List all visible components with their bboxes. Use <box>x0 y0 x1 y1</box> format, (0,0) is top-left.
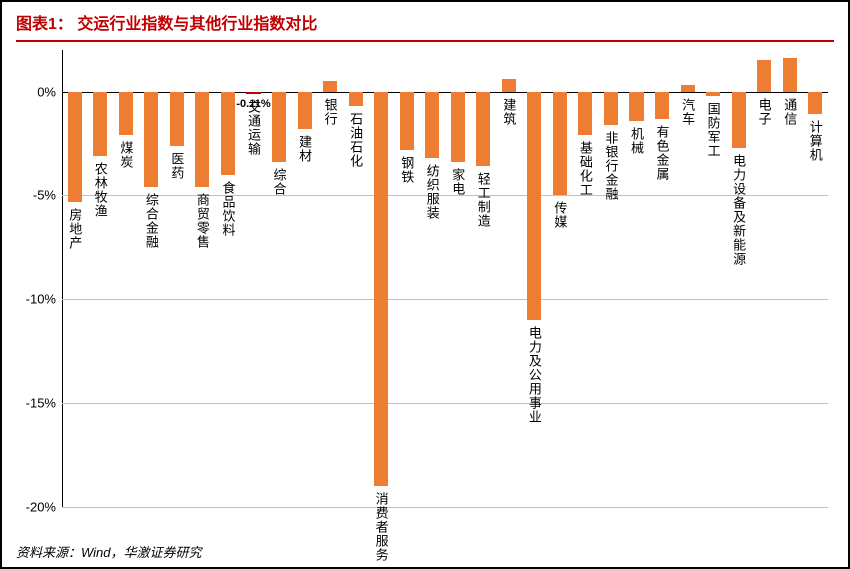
xtick-label: 电力设备及新能源 <box>729 154 748 266</box>
bar <box>681 85 695 91</box>
xtick-label: 电力及公用事业 <box>525 326 544 424</box>
bar <box>119 92 133 136</box>
ytick-label: 0% <box>37 84 62 99</box>
xtick-label: 医药 <box>167 152 186 180</box>
y-axis <box>62 50 63 507</box>
grid-line <box>62 403 828 404</box>
plot-area: 0%-5%-10%-15%-20%房地产农林牧渔煤炭综合金融医药商贸零售食品饮料… <box>62 50 828 507</box>
ytick-label: -10% <box>26 292 62 307</box>
xtick-label: 商贸零售 <box>193 193 212 249</box>
source-text: 资料来源：Wind，华激证券研究 <box>16 542 202 561</box>
title-underline <box>16 40 834 42</box>
bar <box>298 92 312 129</box>
xtick-label: 综合金融 <box>142 193 161 249</box>
ytick-label: -5% <box>33 188 62 203</box>
bar <box>527 92 541 321</box>
bar <box>451 92 465 163</box>
xtick-label: 建筑 <box>499 98 518 126</box>
bar <box>476 92 490 167</box>
xtick-label: 银行 <box>321 98 340 126</box>
xtick-label: 消费者服务 <box>372 492 391 562</box>
bar <box>195 92 209 188</box>
bar <box>578 92 592 136</box>
xtick-label: 交通运输 <box>244 100 263 156</box>
xtick-label: 石油石化 <box>346 112 365 168</box>
bar <box>144 92 158 188</box>
bar <box>170 92 184 146</box>
bar <box>553 92 567 196</box>
xtick-label: 通信 <box>780 98 799 126</box>
xtick-label: 农林牧渔 <box>91 162 110 218</box>
bar <box>400 92 414 150</box>
ytick-label: -15% <box>26 396 62 411</box>
ytick-label: -20% <box>26 500 62 515</box>
bar <box>783 58 797 91</box>
xtick-label: 综合 <box>270 168 289 196</box>
bar <box>68 92 82 202</box>
bar <box>604 92 618 125</box>
bar <box>808 92 822 115</box>
bar <box>323 81 337 91</box>
xtick-label: 非银行金融 <box>601 131 620 201</box>
chart-container: 图表1： 交运行业指数与其他行业指数对比 0% -5% -10% -15% -20% 房地… <box>0 0 850 569</box>
xtick-label: 煤炭 <box>116 141 135 169</box>
bar <box>732 92 746 148</box>
chart-title: 图表1： 交运行业指数与其他行业指数对比 <box>2 2 848 38</box>
xtick-label: 食品饮料 <box>218 181 237 237</box>
xtick-label: 建材 <box>295 135 314 163</box>
xtick-label: 纺织服装 <box>423 164 442 220</box>
xtick-label: 基础化工 <box>576 141 595 197</box>
bar <box>374 92 388 487</box>
xtick-label: 轻工制造 <box>474 172 493 228</box>
xtick-label: 计算机 <box>806 120 825 162</box>
xtick-label: 汽车 <box>678 98 697 126</box>
bar <box>629 92 643 121</box>
bar <box>272 92 286 163</box>
bar-highlight <box>246 92 260 94</box>
xtick-label: 房地产 <box>65 208 84 250</box>
bar <box>706 92 720 96</box>
xtick-label: 家电 <box>448 168 467 196</box>
bar <box>757 60 771 91</box>
bar <box>93 92 107 156</box>
xtick-label: 钢铁 <box>397 156 416 184</box>
xtick-label: 机械 <box>627 127 646 155</box>
bar <box>425 92 439 158</box>
xtick-label: 国防军工 <box>704 102 723 158</box>
title-text: 交运行业指数与其他行业指数对比 <box>77 16 317 33</box>
grid-line <box>62 507 828 508</box>
grid-line <box>62 299 828 300</box>
bar <box>349 92 363 107</box>
title-prefix: 图表1： <box>16 16 73 33</box>
xtick-label: 传媒 <box>550 201 569 229</box>
xtick-label: 有色金属 <box>653 125 672 181</box>
bar <box>502 79 516 91</box>
xtick-label: 电子 <box>755 98 774 126</box>
grid-line <box>62 195 828 196</box>
bar <box>221 92 235 175</box>
bar <box>655 92 669 119</box>
